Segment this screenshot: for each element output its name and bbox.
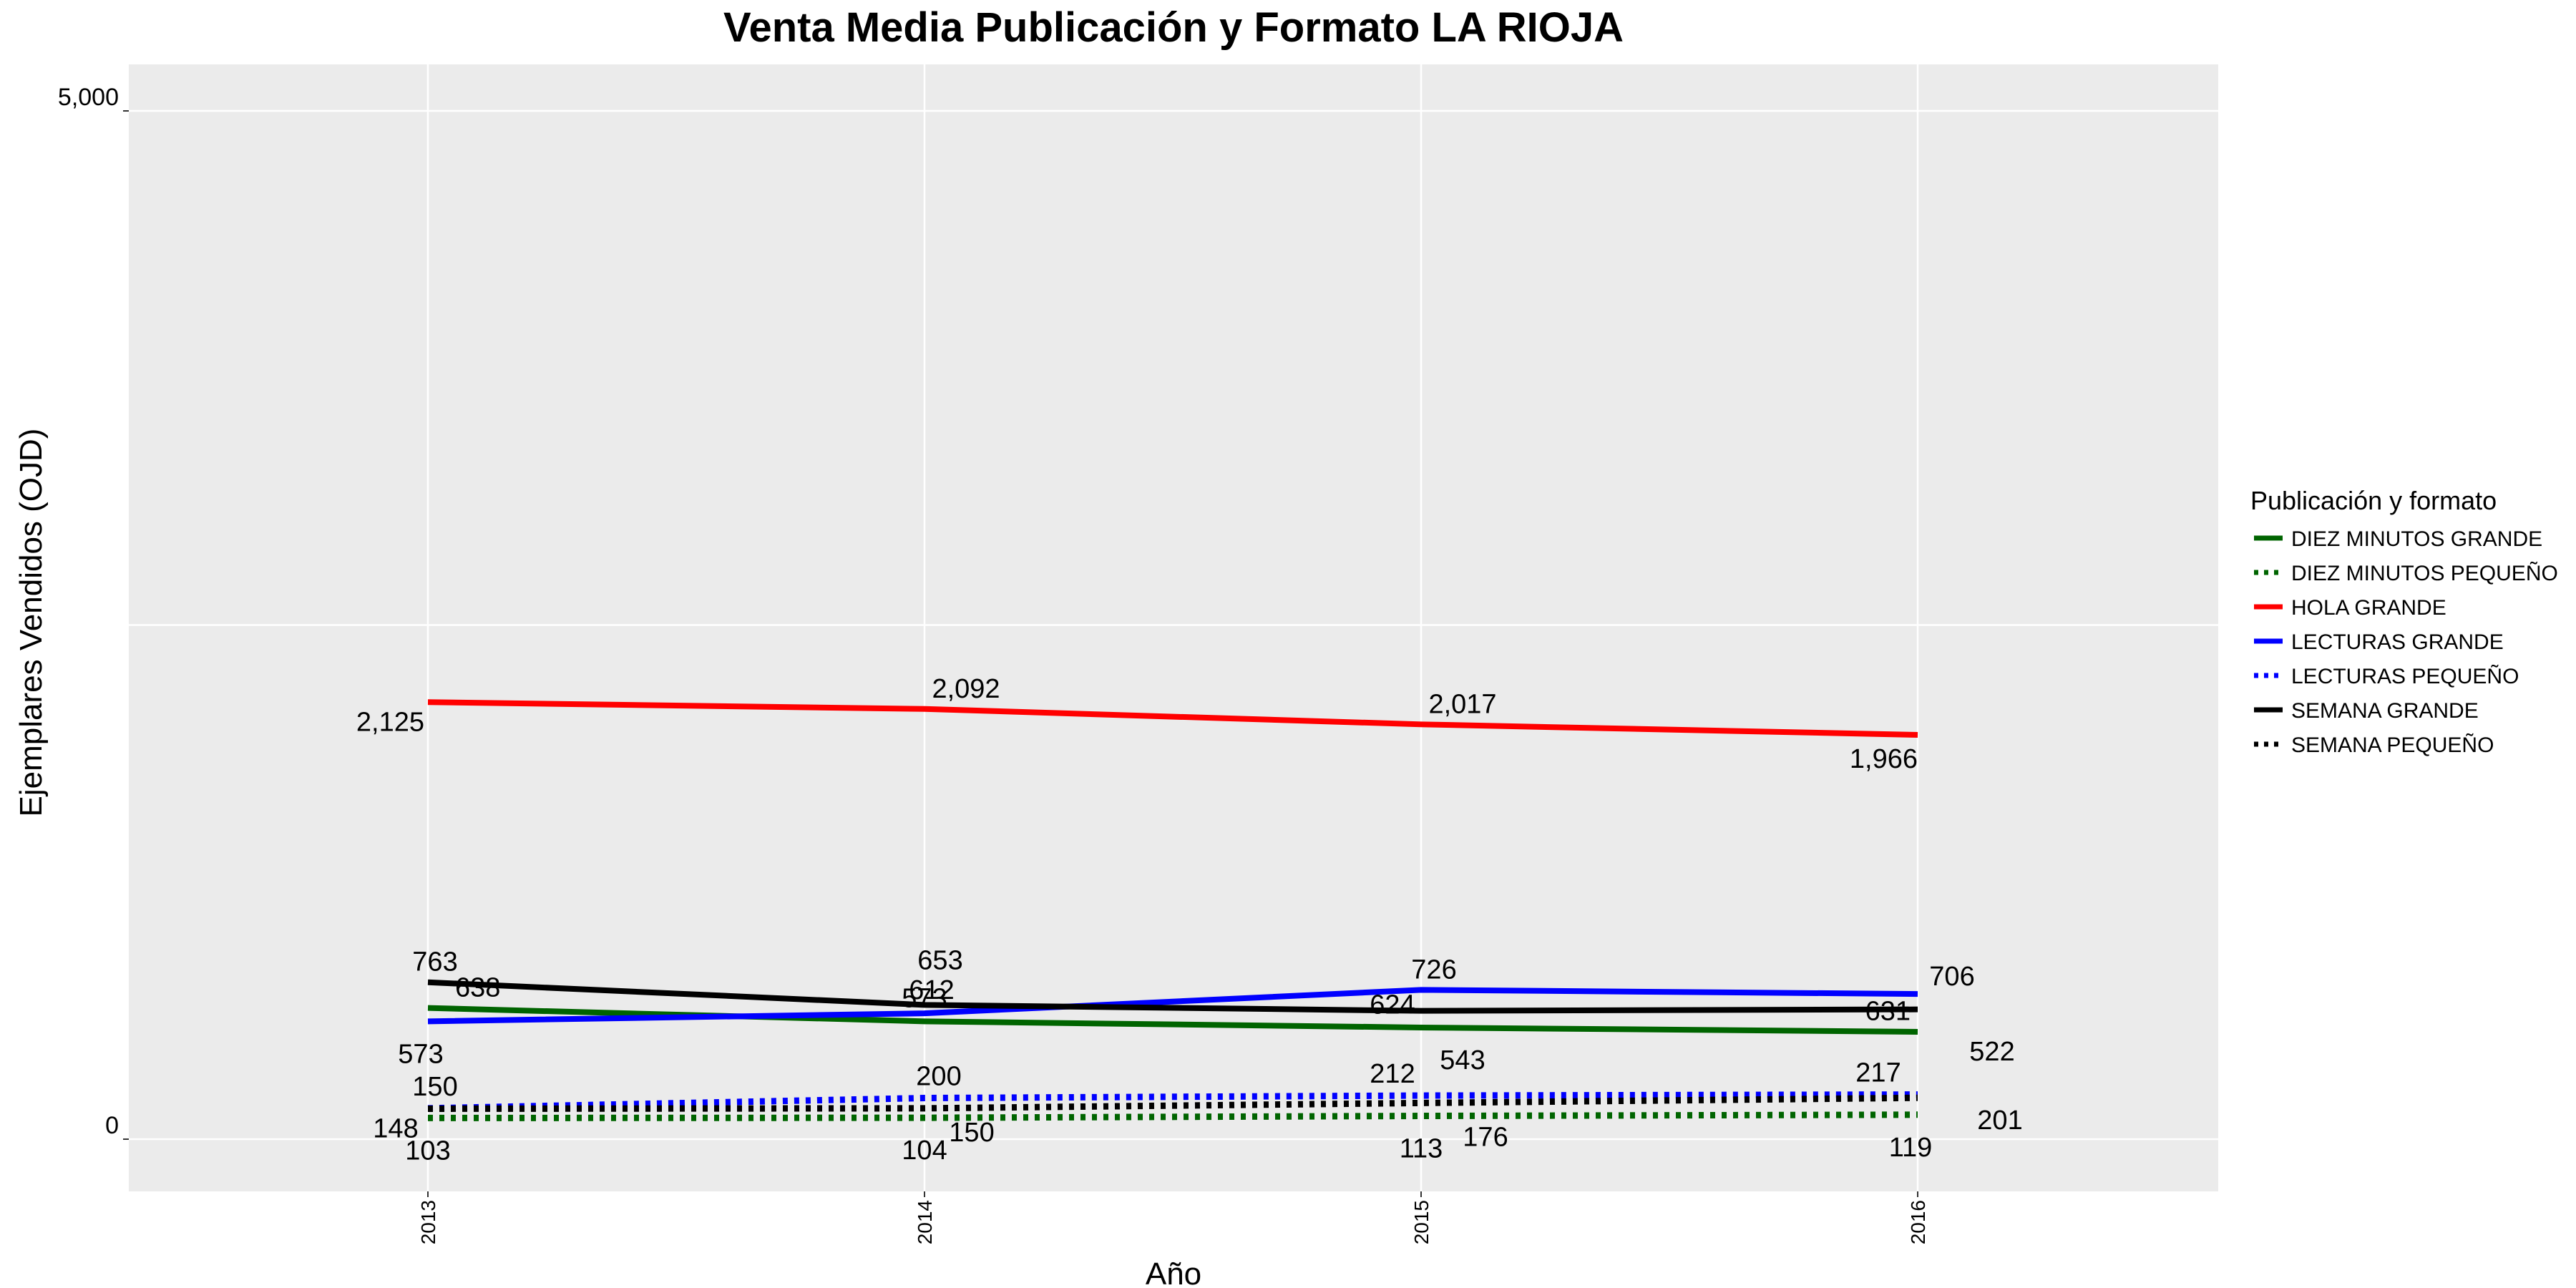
y-tick-label: 5,000 bbox=[58, 84, 119, 111]
data-label: 2,017 bbox=[1428, 689, 1496, 719]
data-label: 150 bbox=[949, 1118, 994, 1148]
data-label: 176 bbox=[1463, 1122, 1508, 1152]
series-lines bbox=[427, 699, 1918, 1121]
x-tick-label-2016: 2016 bbox=[1907, 1200, 1929, 1244]
data-label: 631 bbox=[1865, 997, 1911, 1027]
chart-title: Venta Media Publicación y Formato LA RIO… bbox=[723, 4, 1624, 51]
data-label: 200 bbox=[916, 1062, 961, 1092]
data-label: 612 bbox=[909, 975, 954, 1005]
data-label: 201 bbox=[1977, 1106, 2022, 1136]
data-label: 217 bbox=[1855, 1058, 1901, 1088]
data-label: 1,966 bbox=[1850, 744, 1918, 774]
legend-label-1: DIEZ MINUTOS PEQUEÑO bbox=[2291, 561, 2558, 585]
series-line-1 bbox=[427, 1111, 1918, 1121]
data-label: 653 bbox=[917, 945, 962, 975]
data-label: 573 bbox=[902, 983, 947, 1013]
data-label: 763 bbox=[412, 947, 457, 977]
series-line-5 bbox=[427, 979, 1918, 1014]
legend: Publicación y formato DIEZ MINUTOS GRAND… bbox=[2250, 486, 2558, 757]
legend-label-2: HOLA GRANDE bbox=[2291, 596, 2446, 620]
y-tick-label: 0 bbox=[105, 1112, 119, 1139]
legend-label-4: LECTURAS PEQUEÑO bbox=[2291, 664, 2519, 688]
data-label: 573 bbox=[398, 1039, 443, 1069]
data-label: 212 bbox=[1370, 1059, 1415, 1089]
data-label: 726 bbox=[1411, 955, 1456, 985]
legend-label-3: LECTURAS GRANDE bbox=[2291, 630, 2504, 654]
data-label: 2,125 bbox=[356, 707, 424, 737]
series-line-3 bbox=[427, 987, 1918, 1025]
data-label: 148 bbox=[373, 1113, 418, 1143]
data-label: 638 bbox=[455, 973, 500, 1003]
data-label: 150 bbox=[412, 1072, 457, 1102]
legend-label-0: DIEZ MINUTOS GRANDE bbox=[2291, 527, 2542, 551]
legend-title: Publicación y formato bbox=[2250, 486, 2497, 515]
data-label: 624 bbox=[1370, 990, 1415, 1020]
data-labels: 638 573 543 522 103 104 113 119 2,125 2,092 2,017 1… bbox=[356, 674, 2023, 1166]
x-tick-label-2014: 2014 bbox=[914, 1200, 936, 1244]
series-line-6 bbox=[427, 1094, 1918, 1112]
x-axis-ticks: 2013 2014 2015 2016 bbox=[417, 1191, 1929, 1244]
data-label: 2,092 bbox=[932, 674, 1000, 704]
y-axis-ticks: 0 5,000 bbox=[58, 84, 129, 1140]
data-label: 113 bbox=[1400, 1134, 1443, 1164]
legend-label-5: SEMANA GRANDE bbox=[2291, 699, 2479, 723]
x-tick-label-2013: 2013 bbox=[417, 1200, 439, 1244]
x-tick-label-2015: 2015 bbox=[1410, 1200, 1433, 1244]
data-label: 104 bbox=[902, 1136, 947, 1166]
legend-label-6: SEMANA PEQUEÑO bbox=[2291, 733, 2494, 757]
x-axis-title: Año bbox=[1146, 1257, 1201, 1288]
gridlines bbox=[129, 64, 2218, 1191]
data-label: 119 bbox=[1889, 1133, 1933, 1163]
data-label: 103 bbox=[405, 1136, 450, 1166]
series-line-4 bbox=[427, 1091, 1918, 1112]
data-label: 522 bbox=[1969, 1037, 2014, 1067]
data-label: 543 bbox=[1440, 1045, 1485, 1075]
series-line-2 bbox=[427, 699, 1918, 738]
data-label: 706 bbox=[1929, 962, 1974, 992]
y-axis-title: Ejemplares Vendidos (OJD) bbox=[14, 429, 49, 817]
